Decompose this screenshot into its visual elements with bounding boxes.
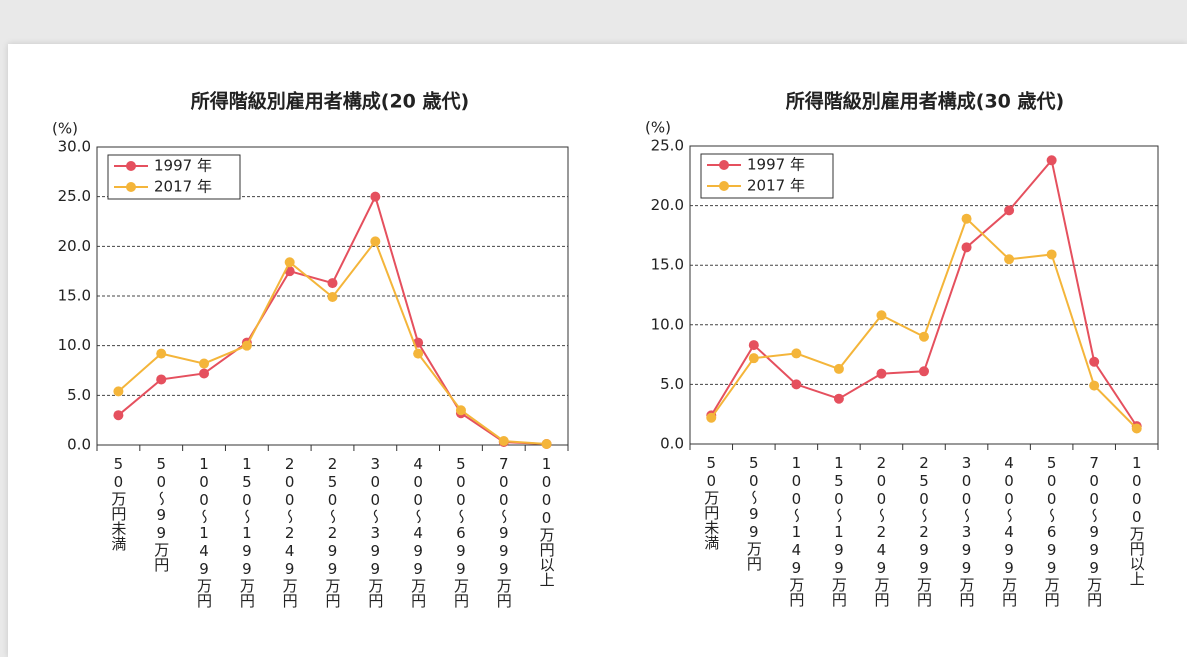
y-tick-label: 0.0: [67, 436, 91, 454]
legend-marker: [719, 181, 729, 191]
y-tick-label: 5.0: [660, 375, 684, 393]
data-point: [919, 331, 929, 342]
data-point: [1089, 356, 1100, 367]
x-tick-label: 50～99万円: [745, 454, 763, 572]
data-point: [370, 191, 381, 202]
data-point: [961, 242, 972, 253]
y-tick-label: 15.0: [58, 287, 91, 305]
y-tick-label: 10.0: [651, 315, 684, 333]
x-tick-label: 200～249万円: [872, 454, 890, 608]
y-tick-label: 25.0: [651, 137, 684, 155]
data-point: [1046, 155, 1057, 166]
y-tick-label: 20.0: [58, 237, 91, 255]
data-point: [156, 374, 167, 385]
data-point: [284, 257, 295, 268]
data-point: [327, 291, 338, 302]
legend-label: 2017 年: [154, 178, 212, 196]
data-point: [1004, 254, 1015, 265]
x-tick-label: 700～999万円: [1085, 454, 1103, 608]
x-tick-label: 1000万円以上: [538, 455, 556, 587]
data-point: [791, 348, 802, 359]
data-point: [706, 412, 717, 423]
data-point: [1004, 205, 1015, 216]
x-tick-label: 50～99万円: [152, 455, 170, 573]
y-tick-label: 25.0: [58, 187, 91, 205]
data-point: [370, 236, 381, 247]
x-tick-label: 50万円未満: [109, 455, 127, 551]
legend-label: 1997 年: [154, 157, 212, 175]
x-tick-label: 150～199万円: [830, 454, 848, 608]
x-tick-label: 400～499万円: [409, 455, 427, 609]
data-point: [876, 368, 887, 379]
x-tick-label: 250～299万円: [915, 454, 933, 608]
y-tick-label: 0.0: [660, 435, 684, 453]
y-axis-label: (%): [645, 119, 671, 137]
series-line: [710, 158, 1138, 427]
y-tick-label: 10.0: [58, 336, 91, 354]
data-point: [327, 278, 338, 289]
y-axis-label: (%): [52, 120, 78, 138]
legend-label: 2017 年: [747, 177, 805, 195]
x-tick-label: 500～699万円: [452, 455, 470, 609]
data-point: [748, 340, 759, 351]
data-point: [833, 393, 844, 404]
legend-marker: [719, 160, 729, 170]
x-tick-label: 100～149万円: [195, 455, 213, 609]
series-line: [117, 239, 547, 446]
x-tick-label: 500～699万円: [1043, 454, 1061, 608]
x-tick-label: 250～299万円: [324, 455, 342, 609]
x-tick-label: 400～499万円: [1000, 454, 1018, 608]
y-tick-label: 30.0: [58, 138, 91, 156]
chart-title: 所得階級別雇用者構成(30 歳代): [786, 90, 1064, 113]
x-tick-label: 1000万円以上: [1128, 454, 1146, 586]
data-point: [833, 363, 844, 374]
data-point: [113, 410, 124, 421]
x-tick-label: 100～149万円: [787, 454, 805, 608]
x-tick-label: 200～249万円: [281, 455, 299, 609]
data-point: [1131, 423, 1142, 434]
chart-title: 所得階級別雇用者構成(20 歳代): [191, 90, 469, 113]
legend-label: 1997 年: [747, 156, 805, 174]
legend-marker: [126, 182, 136, 192]
data-point: [199, 368, 210, 379]
data-point: [1089, 380, 1100, 391]
data-point: [748, 353, 759, 364]
data-point: [241, 340, 252, 351]
data-point: [876, 310, 887, 321]
data-point: [455, 405, 466, 416]
data-point: [156, 348, 167, 359]
x-tick-label: 300～399万円: [958, 454, 976, 608]
plot-frame: [96, 146, 569, 446]
data-point: [498, 436, 509, 447]
series-line: [710, 216, 1138, 430]
plot-frame: [689, 145, 1159, 445]
x-tick-label: 50万円未満: [702, 454, 720, 550]
y-tick-label: 20.0: [651, 196, 684, 214]
data-point: [199, 358, 210, 369]
data-point: [961, 213, 972, 224]
x-tick-label: 150～199万円: [238, 455, 256, 609]
data-point: [1046, 249, 1057, 260]
data-point: [541, 439, 552, 450]
series-line: [117, 193, 547, 446]
y-tick-label: 15.0: [651, 256, 684, 274]
data-point: [413, 348, 424, 359]
data-point: [919, 366, 929, 377]
data-point: [113, 386, 124, 397]
data-point: [791, 379, 802, 390]
y-tick-label: 5.0: [67, 386, 91, 404]
x-tick-label: 300～399万円: [366, 455, 384, 609]
x-tick-label: 700～999万円: [495, 455, 513, 609]
legend-marker: [126, 161, 136, 171]
